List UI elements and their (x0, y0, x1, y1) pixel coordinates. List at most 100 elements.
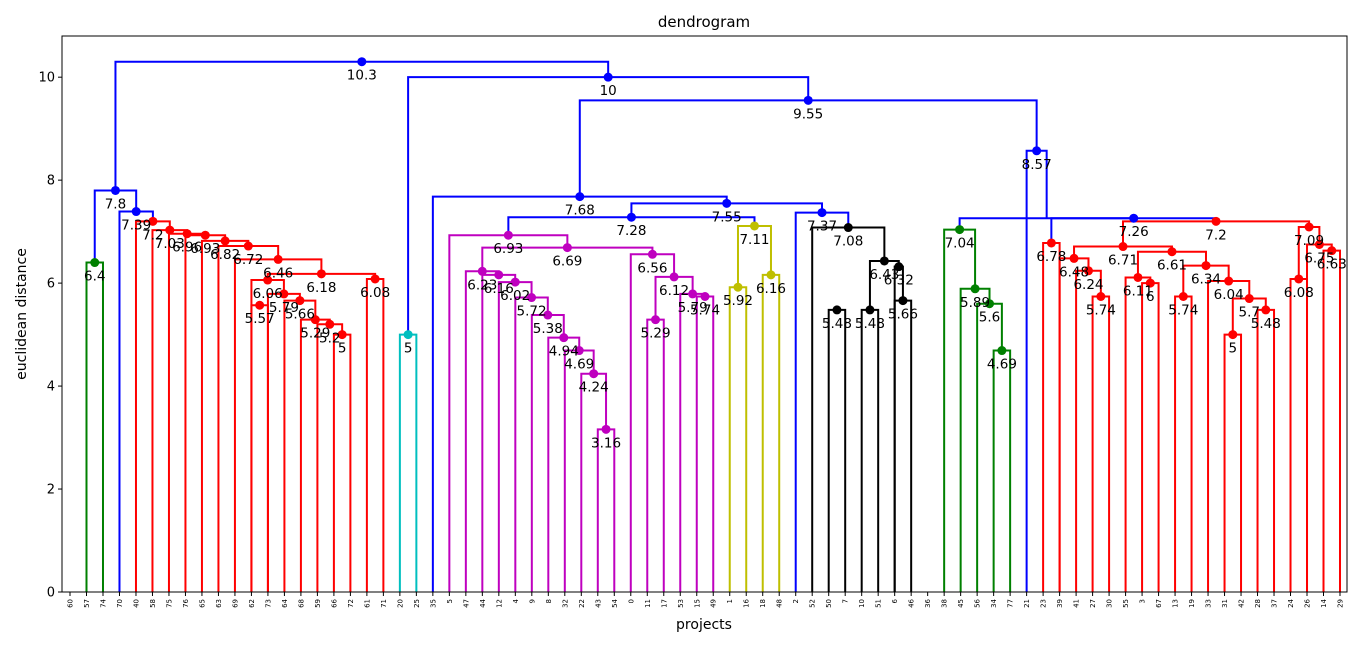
merge-marker (200, 230, 210, 240)
merge-marker (1133, 272, 1143, 282)
leaf-label: 19 (1188, 599, 1196, 608)
merge-marker (832, 305, 842, 315)
merge-height-label: 8.57 (1022, 157, 1052, 173)
merge-height-label: 6.08 (360, 285, 390, 301)
merge-height-label: 7.39 (121, 218, 151, 234)
dendrogram-link (959, 287, 991, 592)
y-tick-label: 6 (47, 277, 55, 292)
leaf-label: 26 (1304, 598, 1312, 607)
merge-height-label: 7.09 (1294, 233, 1324, 249)
merge-height-label: 3.16 (591, 435, 621, 451)
merge-marker (165, 225, 175, 235)
merge-marker (1096, 291, 1106, 301)
merge-height-label: 5.79 (269, 300, 299, 316)
dendrogram-link (283, 299, 317, 592)
merge-marker (1118, 242, 1128, 252)
leaf-label: 28 (1254, 599, 1262, 608)
leaf-label: 15 (693, 599, 701, 608)
y-tick-label: 8 (47, 174, 55, 189)
dendrogram-link (827, 308, 847, 592)
leaf-label: 2 (792, 599, 800, 603)
leaf-label: 30 (1106, 599, 1114, 608)
leaf-label: 4 (512, 598, 520, 603)
merge-height-label: 6.61 (1157, 258, 1187, 274)
leaf-label: 59 (314, 599, 322, 608)
merge-marker (1032, 146, 1042, 156)
leaf-label: 32 (561, 599, 569, 608)
merge-marker (1224, 276, 1234, 286)
merge-height-label: 6.11 (1123, 283, 1153, 299)
merge-height-label: 6.56 (637, 260, 667, 276)
dendrogram-link (761, 273, 781, 592)
merge-height-label: 6.23 (467, 277, 497, 293)
dendrogram-link (580, 372, 608, 592)
leaf-label: 3 (1139, 599, 1147, 603)
merge-height-label: 4.94 (549, 344, 579, 360)
merge-marker (110, 185, 120, 195)
y-axis-label: euclidean distance (14, 248, 30, 380)
merge-marker (669, 272, 679, 282)
merge-height-label: 5.38 (533, 321, 563, 337)
merge-marker (1228, 330, 1238, 340)
merge-marker (370, 274, 380, 284)
leaf-label: 47 (462, 599, 470, 608)
leaf-label: 21 (1023, 599, 1031, 608)
merge-height-label: 7.55 (712, 209, 742, 225)
leaf-label: 18 (759, 599, 767, 608)
merge-height-label: 6.46 (263, 265, 293, 281)
merge-marker (1046, 238, 1056, 248)
leaf-label: 25 (413, 599, 421, 608)
merge-marker (575, 192, 585, 202)
merge-marker (626, 212, 636, 222)
merge-height-label: 6.34 (1191, 272, 1221, 288)
merge-marker (1083, 266, 1093, 276)
leaf-label: 34 (990, 598, 998, 607)
merge-marker (325, 319, 335, 329)
dendrogram-link (316, 323, 344, 592)
leaf-label: 69 (231, 599, 239, 608)
merge-marker (477, 266, 487, 276)
leaf-label: 38 (941, 599, 949, 608)
dendrogram-link (547, 336, 581, 592)
merge-height-label: 6.63 (1317, 257, 1347, 273)
merge-height-label: 6.16 (756, 281, 786, 297)
leaf-label: 65 (198, 599, 206, 608)
leaf-label: 42 (1238, 599, 1246, 608)
merge-height-label: 5 (1228, 341, 1237, 357)
merge-marker (263, 275, 273, 285)
merge-marker (601, 424, 611, 434)
merge-height-label: 5.74 (1168, 302, 1198, 318)
merge-height-label: 5.7 (1239, 305, 1260, 321)
leaf-label: 52 (809, 599, 817, 608)
merge-height-label: 7.28 (616, 223, 646, 239)
merge-marker (243, 241, 253, 251)
dendrogram-link (200, 239, 250, 592)
leaf-label: 70 (116, 599, 124, 608)
merge-marker (310, 315, 320, 325)
leaf-label: 57 (83, 599, 91, 608)
merge-height-label: 5.89 (960, 295, 990, 311)
merge-marker (1201, 261, 1211, 271)
merge-marker (90, 258, 100, 268)
merge-marker (1304, 222, 1314, 232)
leaf-label: 10 (858, 599, 866, 608)
merge-marker (1167, 247, 1177, 257)
leaf-label: 64 (281, 598, 289, 607)
leaf-label: 37 (1271, 599, 1279, 608)
merge-marker (843, 223, 853, 233)
leaf-label: 8 (545, 599, 553, 603)
merge-height-label: 5 (404, 341, 413, 357)
merge-height-label: 6.43 (869, 267, 899, 283)
dendrogram-link (943, 228, 977, 592)
dendrogram-link (860, 308, 880, 592)
merge-height-label: 5.29 (300, 326, 330, 342)
dendrogram-link (167, 232, 207, 592)
merge-height-label: 7.26 (1119, 224, 1149, 240)
merge-height-label: 6.48 (1059, 264, 1089, 280)
merge-marker (279, 289, 289, 299)
x-axis-label: projects (676, 617, 732, 633)
dendrogram-link (299, 318, 331, 592)
merge-marker (997, 346, 1007, 356)
merge-height-label: 5 (338, 341, 347, 357)
leaf-label: 40 (132, 599, 140, 608)
